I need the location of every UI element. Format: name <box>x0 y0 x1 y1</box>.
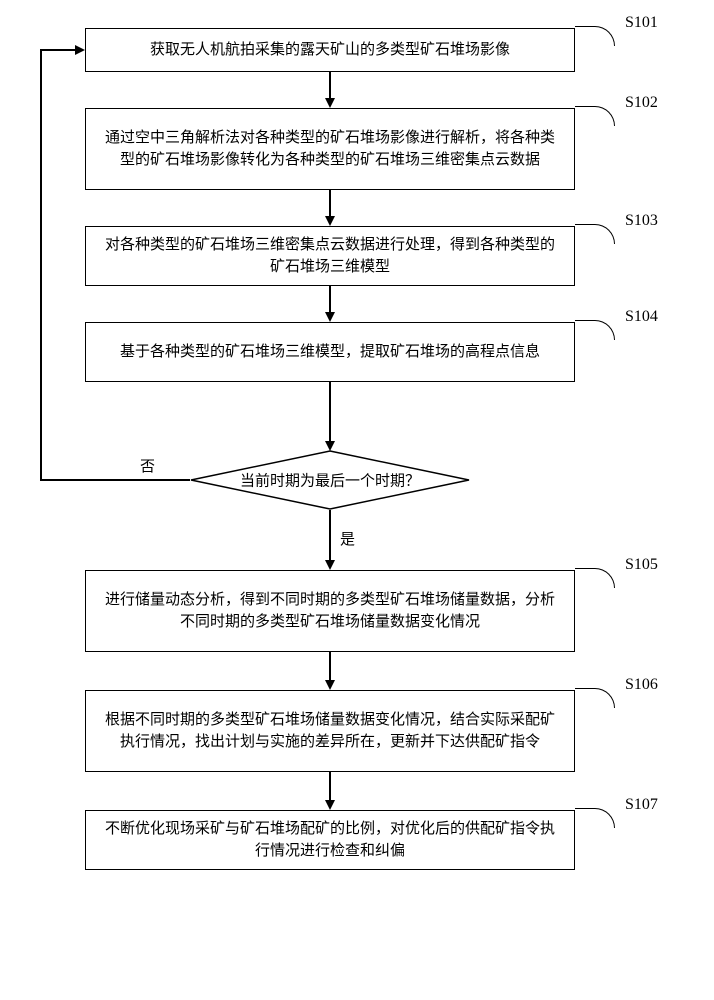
step-label-s105: S105 <box>625 556 658 574</box>
step-label-s103: S103 <box>625 212 658 230</box>
arrow-s104-decision <box>329 382 331 442</box>
label-curve-s101 <box>575 26 615 46</box>
step-text: 根据不同时期的多类型矿石堆场储量数据变化情况，结合实际采配矿执行情况，找出计划与… <box>98 709 562 754</box>
arrowhead-s101-s102 <box>325 98 335 108</box>
step-text: 进行储量动态分析，得到不同时期的多类型矿石堆场储量数据，分析不同时期的多类型矿石… <box>98 589 562 634</box>
label-curve-s105 <box>575 568 615 588</box>
arrow-decision-s105 <box>329 510 331 561</box>
step-text: 基于各种类型的矿石堆场三维模型，提取矿石堆场的高程点信息 <box>120 341 540 364</box>
arrow-s101-s102 <box>329 72 331 99</box>
step-s106: 根据不同时期的多类型矿石堆场储量数据变化情况，结合实际采配矿执行情况，找出计划与… <box>85 690 575 772</box>
arrow-s102-s103 <box>329 190 331 217</box>
step-label-s106: S106 <box>625 676 658 694</box>
step-label-s101: S101 <box>625 14 658 32</box>
step-text: 对各种类型的矿石堆场三维密集点云数据进行处理，得到各种类型的矿石堆场三维模型 <box>98 234 562 279</box>
arrowhead-s106-s107 <box>325 800 335 810</box>
step-s103: 对各种类型的矿石堆场三维密集点云数据进行处理，得到各种类型的矿石堆场三维模型 <box>85 226 575 286</box>
no-arrowhead <box>75 45 85 55</box>
step-s102: 通过空中三角解析法对各种类型的矿石堆场影像进行解析，将各种类型的矿石堆场影像转化… <box>85 108 575 190</box>
branch-no-label: 否 <box>140 455 155 476</box>
label-curve-s102 <box>575 106 615 126</box>
label-curve-s103 <box>575 224 615 244</box>
branch-yes-label: 是 <box>340 528 355 549</box>
decision-text: 当前时期为最后一个时期？ <box>240 470 420 491</box>
step-s107: 不断优化现场采矿与矿石堆场配矿的比例，对优化后的供配矿指令执行情况进行检查和纠偏 <box>85 810 575 870</box>
step-s101: 获取无人机航拍采集的露天矿山的多类型矿石堆场影像 <box>85 28 575 72</box>
step-label-s104: S104 <box>625 308 658 326</box>
no-line-v <box>40 49 42 481</box>
arrow-s106-s107 <box>329 772 331 801</box>
step-s105: 进行储量动态分析，得到不同时期的多类型矿石堆场储量数据，分析不同时期的多类型矿石… <box>85 570 575 652</box>
label-curve-s106 <box>575 688 615 708</box>
decision-last-period: 当前时期为最后一个时期？ <box>190 450 470 510</box>
step-text: 通过空中三角解析法对各种类型的矿石堆场影像进行解析，将各种类型的矿石堆场影像转化… <box>98 127 562 172</box>
arrowhead-decision-s105 <box>325 560 335 570</box>
step-s104: 基于各种类型的矿石堆场三维模型，提取矿石堆场的高程点信息 <box>85 322 575 382</box>
arrowhead-s102-s103 <box>325 216 335 226</box>
step-label-s102: S102 <box>625 94 658 112</box>
arrowhead-s103-s104 <box>325 312 335 322</box>
no-line-h1 <box>40 479 190 481</box>
no-line-h2 <box>40 49 76 51</box>
step-label-s107: S107 <box>625 796 658 814</box>
arrow-s103-s104 <box>329 286 331 313</box>
step-text: 不断优化现场采矿与矿石堆场配矿的比例，对优化后的供配矿指令执行情况进行检查和纠偏 <box>98 818 562 863</box>
arrowhead-s105-s106 <box>325 680 335 690</box>
label-curve-s104 <box>575 320 615 340</box>
label-curve-s107 <box>575 808 615 828</box>
arrow-s105-s106 <box>329 652 331 681</box>
step-text: 获取无人机航拍采集的露天矿山的多类型矿石堆场影像 <box>150 39 510 62</box>
